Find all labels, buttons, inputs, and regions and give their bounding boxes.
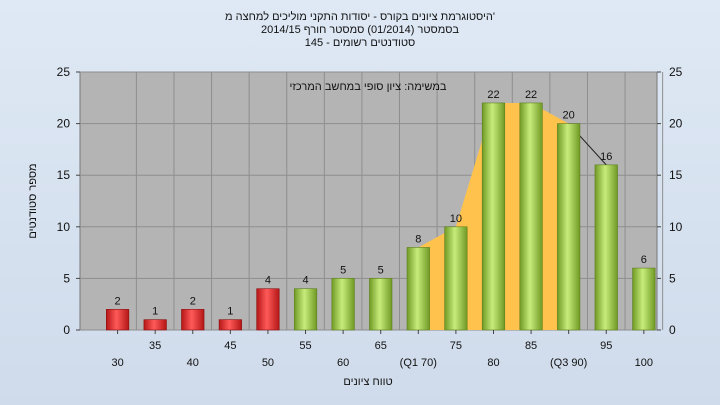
bar-(Q3 90) [557, 123, 581, 331]
bar-label: 5 [340, 264, 346, 276]
bar-55 [293, 288, 318, 331]
y-tick-label-right: 20 [669, 117, 683, 131]
bar-label: 16 [600, 151, 612, 163]
y-tick-label-left: 10 [57, 220, 71, 234]
bar-label: 2 [115, 295, 121, 307]
y-axis-label: מספר סטודנטים [27, 163, 39, 238]
bar-label: 4 [302, 275, 308, 287]
bar-data-labels: 2 1 2 1 4 4 5 5 8 10 22 22 20 16 6 [115, 89, 647, 318]
y-tick-label-right: 10 [669, 220, 683, 234]
bar-label: 2 [190, 295, 196, 307]
bar-85 [519, 102, 543, 331]
bar-95 [594, 164, 618, 331]
y-tick-label-left: 5 [63, 271, 70, 285]
bar-40 [181, 309, 205, 331]
bar-30 [106, 309, 130, 331]
bar-45 [218, 319, 242, 331]
bar-75 [444, 226, 468, 331]
y-tick-label-left: 25 [57, 65, 71, 79]
chart-title-line-2: בסמסטר (01/2014) סמסטר חורף 2014/15 [261, 24, 459, 36]
x-tick-label: 85 [525, 340, 537, 352]
x-tick-label: 50 [262, 357, 274, 369]
bar-label: 8 [415, 233, 421, 245]
chart-annotation: במשימה: ציון סופי במחשב המרכזי [290, 81, 447, 93]
bar-(Q1 70) [406, 247, 430, 331]
chart-title-line-1: היסטוגרמת ציונים בקורס - יסודות התקני מו… [225, 10, 495, 23]
y-tick-label-left: 0 [63, 323, 70, 337]
y-axis-right: 0 5 10 15 20 25 [657, 65, 683, 337]
x-tick-label: (Q1 70) [400, 357, 437, 369]
x-tick-label: 80 [487, 357, 499, 369]
y-tick-label-left: 15 [57, 168, 71, 182]
bar-35 [143, 319, 167, 331]
x-tick-label: (Q3 90) [550, 357, 587, 369]
x-tick-label: 65 [375, 340, 387, 352]
y-axis-left: 0 5 10 15 20 25 [57, 65, 80, 337]
x-tick-label: 100 [635, 357, 653, 369]
bars [106, 102, 656, 331]
bar-65 [369, 278, 393, 331]
bar-label: 20 [563, 110, 575, 122]
bar-label: 4 [265, 275, 271, 287]
x-tick-label: 95 [600, 340, 612, 352]
x-tick-label: 75 [450, 340, 462, 352]
bar-label: 1 [152, 306, 158, 318]
bar-label: 1 [227, 306, 233, 318]
x-tick-label: 40 [187, 357, 199, 369]
x-tick-label: 60 [337, 357, 349, 369]
y-tick-label-right: 15 [669, 168, 683, 182]
y-tick-label-right: 0 [669, 323, 676, 337]
bar-label: 22 [525, 89, 537, 101]
y-tick-label-right: 25 [669, 65, 683, 79]
bar-label: 5 [378, 264, 384, 276]
y-tick-label-right: 5 [669, 271, 676, 285]
y-tick-label-left: 20 [57, 117, 71, 131]
x-axis: 30 35 40 45 50 55 60 65 (Q1 70) 75 80 85 (Q3 90) 95 10… [111, 330, 653, 369]
bar-60 [331, 278, 355, 331]
bar-label: 6 [641, 254, 647, 266]
x-tick-label: 30 [111, 357, 123, 369]
chart-title: היסטוגרמת ציונים בקורס - יסודות התקני מו… [225, 10, 495, 49]
bar-label: 22 [487, 89, 499, 101]
bar-label: 10 [450, 213, 462, 225]
x-tick-label: 55 [299, 340, 311, 352]
x-tick-label: 35 [149, 340, 161, 352]
x-axis-label: טווח ציונים [343, 376, 392, 388]
bar-80 [481, 102, 506, 331]
x-tick-label: 45 [224, 340, 236, 352]
bar-100 [632, 267, 656, 331]
bar-50 [256, 288, 280, 331]
chart-title-line-3: סטודנטים רשומים - 145 [305, 37, 416, 49]
